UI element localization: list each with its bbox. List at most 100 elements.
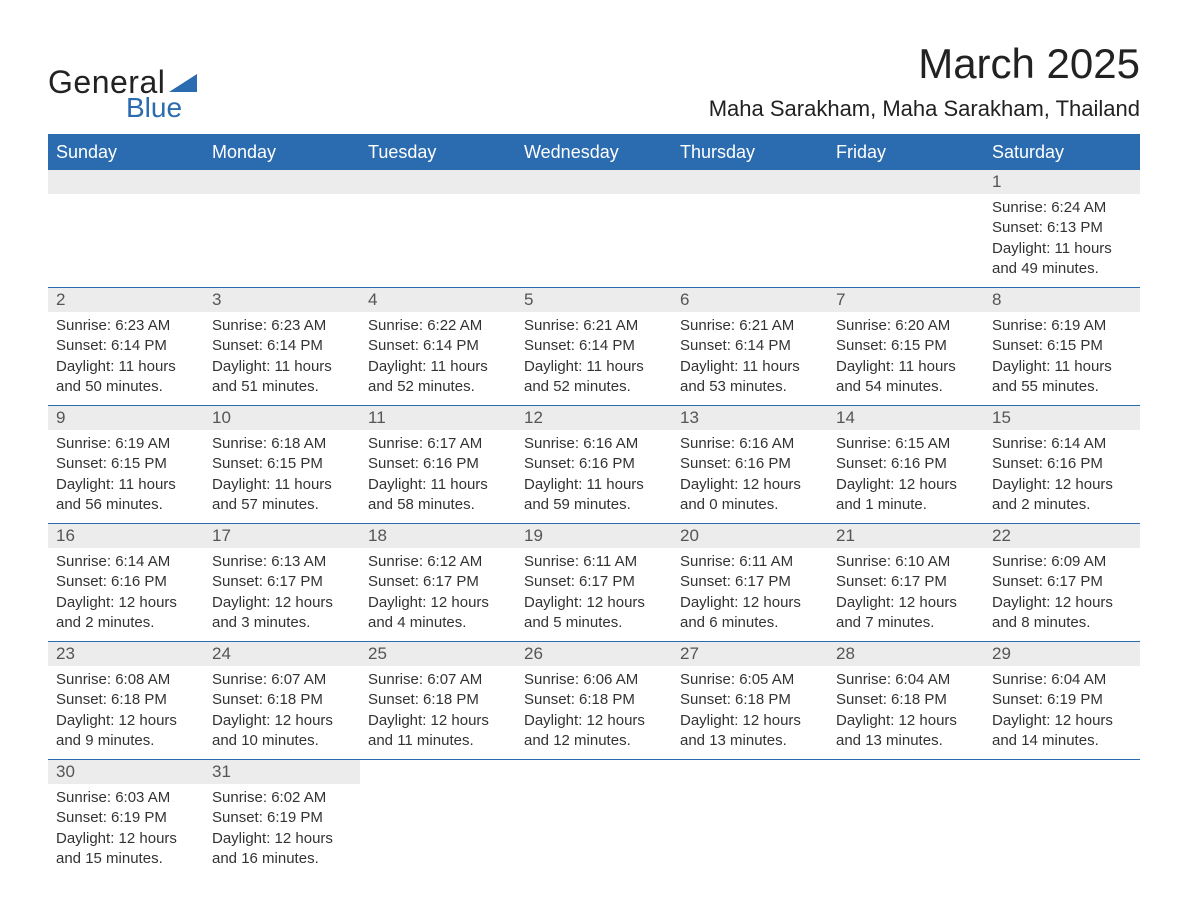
day-number-cell: 17: [204, 524, 360, 549]
daylight-text: Daylight: 11 hours: [524, 475, 664, 495]
sunrise-text: Sunrise: 6:03 AM: [56, 788, 196, 808]
daynum-row: 9101112131415: [48, 406, 1140, 431]
day-number: 24: [212, 644, 231, 663]
daylight-text: and 52 minutes.: [524, 377, 664, 397]
sunset-text: Sunset: 6:17 PM: [680, 572, 820, 592]
sunset-text: Sunset: 6:14 PM: [680, 336, 820, 356]
sunset-text: Sunset: 6:17 PM: [992, 572, 1132, 592]
daylight-text: Daylight: 11 hours: [524, 357, 664, 377]
sunrise-text: Sunrise: 6:07 AM: [368, 670, 508, 690]
day-number-cell: 31: [204, 760, 360, 785]
day-detail-cell: [204, 194, 360, 288]
detail-row: Sunrise: 6:19 AMSunset: 6:15 PMDaylight:…: [48, 430, 1140, 524]
daylight-text: Daylight: 12 hours: [836, 711, 976, 731]
day-number: 31: [212, 762, 231, 781]
day-number-cell: [672, 170, 828, 195]
header: General Blue March 2025 Maha Sarakham, M…: [48, 40, 1140, 122]
day-number-cell: 21: [828, 524, 984, 549]
day-number: 6: [680, 290, 689, 309]
logo: General Blue: [48, 66, 197, 122]
daylight-text: and 10 minutes.: [212, 731, 352, 751]
daylight-text: Daylight: 12 hours: [836, 475, 976, 495]
daylight-text: Daylight: 11 hours: [680, 357, 820, 377]
day-number: 28: [836, 644, 855, 663]
day-detail-cell: [828, 194, 984, 288]
daylight-text: Daylight: 12 hours: [992, 475, 1132, 495]
sunrise-text: Sunrise: 6:04 AM: [836, 670, 976, 690]
day-number-cell: 28: [828, 642, 984, 667]
sunrise-text: Sunrise: 6:10 AM: [836, 552, 976, 572]
detail-row: Sunrise: 6:14 AMSunset: 6:16 PMDaylight:…: [48, 548, 1140, 642]
sunrise-text: Sunrise: 6:16 AM: [680, 434, 820, 454]
sunset-text: Sunset: 6:17 PM: [368, 572, 508, 592]
day-number: 17: [212, 526, 231, 545]
day-number: 1: [992, 172, 1001, 191]
day-number-cell: 7: [828, 288, 984, 313]
day-detail-cell: Sunrise: 6:24 AMSunset: 6:13 PMDaylight:…: [984, 194, 1140, 288]
sunrise-text: Sunrise: 6:07 AM: [212, 670, 352, 690]
day-detail-cell: Sunrise: 6:17 AMSunset: 6:16 PMDaylight:…: [360, 430, 516, 524]
day-detail-cell: Sunrise: 6:14 AMSunset: 6:16 PMDaylight:…: [48, 548, 204, 642]
sunrise-text: Sunrise: 6:05 AM: [680, 670, 820, 690]
daynum-row: 23242526272829: [48, 642, 1140, 667]
day-number-cell: [360, 760, 516, 785]
page-title: March 2025: [709, 40, 1140, 88]
daylight-text: and 3 minutes.: [212, 613, 352, 633]
sunrise-text: Sunrise: 6:19 AM: [56, 434, 196, 454]
sunset-text: Sunset: 6:14 PM: [524, 336, 664, 356]
day-number-cell: 16: [48, 524, 204, 549]
sunrise-text: Sunrise: 6:14 AM: [56, 552, 196, 572]
day-number-cell: 5: [516, 288, 672, 313]
sunrise-text: Sunrise: 6:24 AM: [992, 198, 1132, 218]
day-detail-cell: Sunrise: 6:19 AMSunset: 6:15 PMDaylight:…: [984, 312, 1140, 406]
daylight-text: Daylight: 11 hours: [992, 239, 1132, 259]
sunrise-text: Sunrise: 6:21 AM: [680, 316, 820, 336]
day-detail-cell: Sunrise: 6:22 AMSunset: 6:14 PMDaylight:…: [360, 312, 516, 406]
day-number: 20: [680, 526, 699, 545]
sunset-text: Sunset: 6:16 PM: [368, 454, 508, 474]
day-detail-cell: [360, 194, 516, 288]
daylight-text: and 53 minutes.: [680, 377, 820, 397]
sunset-text: Sunset: 6:17 PM: [212, 572, 352, 592]
sunset-text: Sunset: 6:19 PM: [56, 808, 196, 828]
day-number-cell: 24: [204, 642, 360, 667]
daynum-row: 30 31: [48, 760, 1140, 785]
daylight-text: Daylight: 11 hours: [368, 475, 508, 495]
daylight-text: and 51 minutes.: [212, 377, 352, 397]
sunset-text: Sunset: 6:16 PM: [836, 454, 976, 474]
daylight-text: Daylight: 12 hours: [212, 711, 352, 731]
sunset-text: Sunset: 6:14 PM: [368, 336, 508, 356]
sunset-text: Sunset: 6:16 PM: [56, 572, 196, 592]
sunset-text: Sunset: 6:16 PM: [680, 454, 820, 474]
daylight-text: and 55 minutes.: [992, 377, 1132, 397]
daylight-text: and 5 minutes.: [524, 613, 664, 633]
day-detail-cell: Sunrise: 6:02 AMSunset: 6:19 PMDaylight:…: [204, 784, 360, 877]
daylight-text: and 57 minutes.: [212, 495, 352, 515]
day-number: 29: [992, 644, 1011, 663]
day-detail-cell: Sunrise: 6:13 AMSunset: 6:17 PMDaylight:…: [204, 548, 360, 642]
sunrise-text: Sunrise: 6:15 AM: [836, 434, 976, 454]
sunset-text: Sunset: 6:17 PM: [524, 572, 664, 592]
day-number-cell: [360, 170, 516, 195]
daylight-text: Daylight: 11 hours: [836, 357, 976, 377]
daylight-text: Daylight: 12 hours: [524, 711, 664, 731]
day-number: 18: [368, 526, 387, 545]
daylight-text: Daylight: 11 hours: [212, 475, 352, 495]
day-number: 23: [56, 644, 75, 663]
sunrise-text: Sunrise: 6:06 AM: [524, 670, 664, 690]
daylight-text: and 59 minutes.: [524, 495, 664, 515]
sunset-text: Sunset: 6:14 PM: [212, 336, 352, 356]
day-detail-cell: Sunrise: 6:11 AMSunset: 6:17 PMDaylight:…: [516, 548, 672, 642]
day-number-cell: [516, 170, 672, 195]
sunrise-text: Sunrise: 6:11 AM: [680, 552, 820, 572]
sunrise-text: Sunrise: 6:16 AM: [524, 434, 664, 454]
day-detail-cell: [672, 784, 828, 877]
day-number: 30: [56, 762, 75, 781]
sunset-text: Sunset: 6:17 PM: [836, 572, 976, 592]
daylight-text: Daylight: 12 hours: [368, 711, 508, 731]
weekday-header: Tuesday: [360, 135, 516, 170]
day-detail-cell: Sunrise: 6:23 AMSunset: 6:14 PMDaylight:…: [204, 312, 360, 406]
daylight-text: Daylight: 11 hours: [56, 475, 196, 495]
weekday-header: Wednesday: [516, 135, 672, 170]
weekday-header-row: Sunday Monday Tuesday Wednesday Thursday…: [48, 135, 1140, 170]
